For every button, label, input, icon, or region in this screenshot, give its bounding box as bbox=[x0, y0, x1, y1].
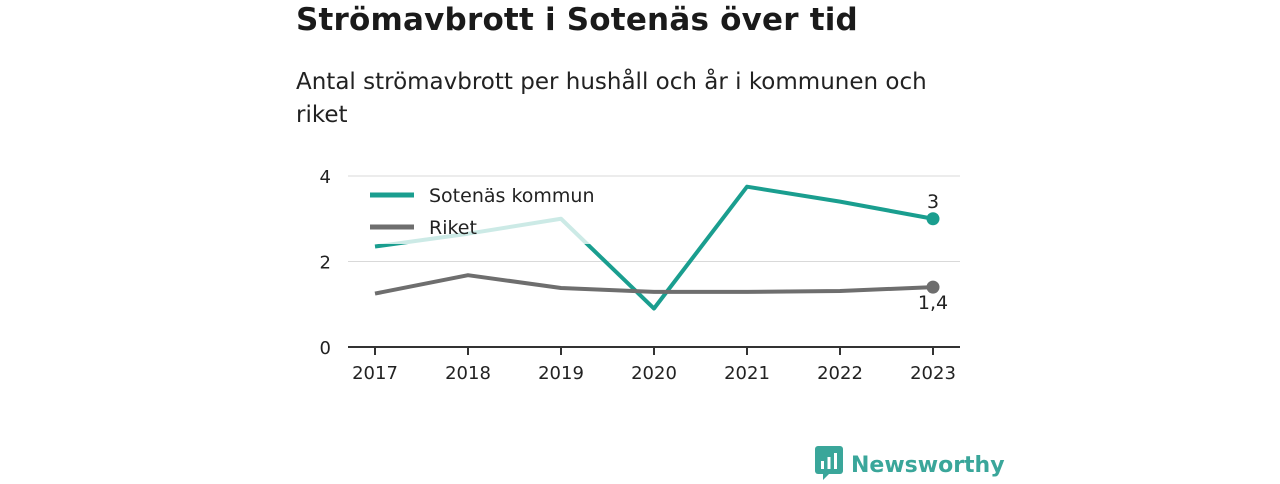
y-axis-ticks: 0 2 4 bbox=[320, 167, 331, 359]
brand-logo: Newsworthy bbox=[815, 446, 1005, 484]
chart-subtitle: Antal strömavbrott per hushåll och år i … bbox=[296, 69, 927, 128]
legend: Sotenäs kommun Riket bbox=[362, 180, 604, 244]
legend-label-0: Sotenäs kommun bbox=[429, 185, 595, 207]
legend-background bbox=[362, 180, 604, 244]
x-tick-label-2017: 2017 bbox=[352, 363, 398, 384]
x-tick-label-2019: 2019 bbox=[538, 363, 584, 384]
grid-lines bbox=[348, 175, 960, 262]
x-tick-label-2021: 2021 bbox=[724, 363, 770, 384]
end-label-1: 1,4 bbox=[918, 292, 948, 314]
x-tick-label-2018: 2018 bbox=[445, 363, 491, 384]
end-marker-1 bbox=[926, 280, 940, 294]
legend-label-1: Riket bbox=[429, 217, 477, 239]
end-marker-0 bbox=[926, 212, 940, 226]
chart-title: Strömavbrott i Sotenäs över tid bbox=[296, 2, 858, 38]
end-label-0: 3 bbox=[927, 191, 939, 213]
end-markers: 31,4 bbox=[918, 191, 948, 314]
y-tick-label-4: 4 bbox=[320, 167, 331, 188]
x-axis: 2017 2018 2019 2020 2021 2022 2023 bbox=[348, 346, 960, 384]
newsworthy-logo-icon bbox=[815, 446, 843, 484]
x-tick-label-2023: 2023 bbox=[910, 363, 956, 384]
x-tick-label-2022: 2022 bbox=[817, 363, 863, 384]
brand-name: Newsworthy bbox=[851, 452, 1005, 478]
y-tick-label-0: 0 bbox=[320, 338, 331, 359]
x-tick-label-2020: 2020 bbox=[631, 363, 677, 384]
series-line-1 bbox=[374, 273, 934, 296]
y-tick-label-2: 2 bbox=[320, 253, 331, 274]
